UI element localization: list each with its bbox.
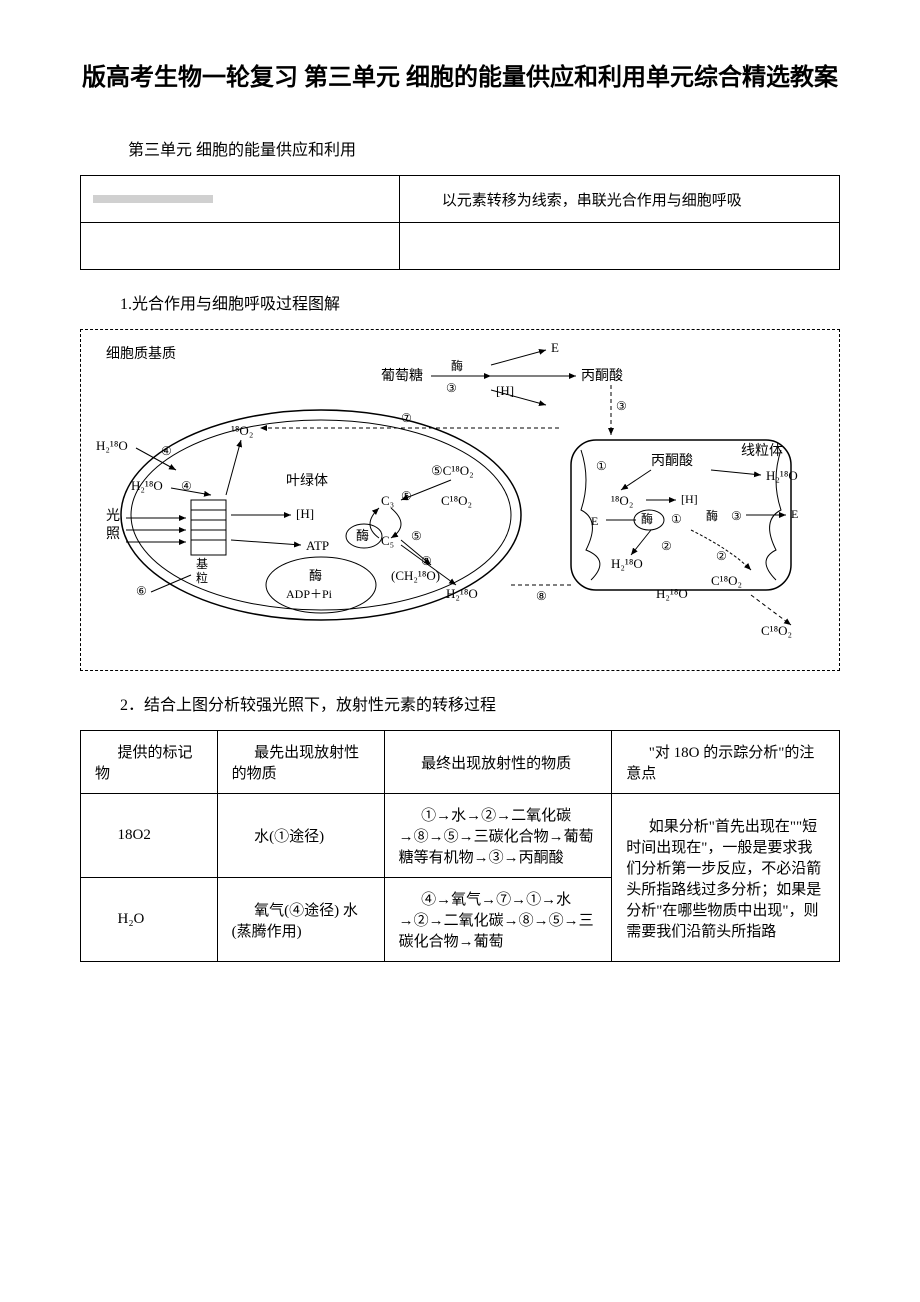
label-c5: C₅ (381, 533, 394, 548)
label-h218o-2: H₂¹⁸O (131, 478, 163, 493)
label-c18o2-mito: C¹⁸O₂ (711, 573, 742, 588)
tracer-table: 提供的标记物 最先出现放射性的物质 最终出现放射性的物质 "对 18O 的示踪分… (80, 730, 840, 962)
cell-2-2: 氧气(④途径) 水(蒸腾作用) (217, 878, 384, 962)
label-c2-mito2: ② (716, 549, 727, 563)
label-c3-right: ③ (616, 399, 627, 413)
intro-cell-1-1 (81, 176, 400, 223)
label-enzyme-mito2: 酶 (706, 508, 718, 523)
label-e-mito: E (591, 514, 598, 528)
label-c3-top: ③ (446, 381, 457, 395)
label-c1-mito2: ① (671, 512, 682, 526)
label-cytoplasm: 细胞质基质 (106, 345, 176, 362)
label-c7: ⑦ (401, 411, 412, 425)
cell-1-1: 18O2 (81, 794, 218, 878)
label-h218o-mito3: H₂¹⁸O (656, 586, 688, 601)
label-c6: ⑥ (136, 584, 147, 598)
label-h-mito: [H] (681, 492, 698, 506)
label-c3: C₃ (381, 493, 394, 508)
intro-cell-2-1 (81, 223, 400, 270)
paragraph-1: 1.光合作用与细胞呼吸过程图解 (80, 290, 840, 314)
label-glucose: 葡萄糖 (381, 368, 423, 384)
table-header-row: 提供的标记物 最先出现放射性的物质 最终出现放射性的物质 "对 18O 的示踪分… (81, 731, 840, 794)
header-3: 最终出现放射性的物质 (384, 731, 612, 794)
label-c18o2-2: C¹⁸O₂ (441, 493, 472, 508)
diagram-svg: 细胞质基质 葡萄糖 酶 ③ E [H] 丙酮酸 ③ H₂¹⁸O ④ H₂¹⁸O … (91, 340, 831, 640)
label-e-mito2: E (791, 507, 798, 521)
intro-table: 以元素转移为线索，串联光合作用与细胞呼吸 (80, 175, 840, 270)
label-pyruvate-mito: 丙酮酸 (651, 453, 693, 469)
label-ch218o: (CH₂¹⁸O) (391, 568, 440, 583)
table-row: 18O2 水(①途径) ①→水→②→二氧化碳→⑧→⑤→三碳化合物→葡萄糖等有机物… (81, 794, 840, 878)
label-c5-num2: ⑤ (411, 529, 422, 543)
label-grana2: 粒 (196, 570, 208, 585)
label-enzyme-mito: 酶 (641, 511, 653, 526)
label-mitochondria: 线粒体 (741, 443, 783, 459)
label-enzyme-top: 酶 (451, 358, 463, 373)
label-adp-pi: ADP＋Pi (286, 587, 333, 601)
label-h-top: [H] (496, 383, 514, 398)
grana-shape (191, 500, 226, 555)
cell-1-3: ①→水→②→二氧化碳→⑧→⑤→三碳化合物→葡萄糖等有机物→③→丙酮酸 (384, 794, 612, 878)
label-enzyme-chl: 酶 (356, 528, 369, 543)
cell-2-1: H₂O (81, 878, 218, 962)
label-18o2-mito: ¹⁸O₂ (611, 493, 633, 508)
label-c18o2-top: ⑤C¹⁸O₂ (431, 463, 474, 478)
subtitle: 第三单元 细胞的能量供应和利用 (80, 136, 840, 160)
header-4: "对 18O 的示踪分析"的注意点 (612, 731, 840, 794)
label-h218o-1: H₂¹⁸O (96, 438, 128, 453)
label-light: 光 (106, 508, 120, 524)
label-grana: 基 (196, 557, 208, 571)
label-c2-mito: ② (661, 539, 672, 553)
label-c4-1: ④ (161, 444, 172, 458)
label-c18o2-out: C¹⁸O₂ (761, 623, 792, 638)
intro-cell-1-2: 以元素转移为线索，串联光合作用与细胞呼吸 (399, 176, 839, 223)
gray-bar-icon (93, 195, 213, 203)
label-h218o-mito2: H₂¹⁸O (611, 556, 643, 571)
label-c1-mito: ① (596, 459, 607, 473)
header-2: 最先出现放射性的物质 (217, 731, 384, 794)
label-c3-mito: ③ (731, 509, 742, 523)
cell-diagram: 细胞质基质 葡萄糖 酶 ③ E [H] 丙酮酸 ③ H₂¹⁸O ④ H₂¹⁸O … (80, 329, 840, 671)
label-enzyme-bottom: 酶 (309, 568, 322, 583)
label-e-top: E (551, 340, 559, 355)
label-pyruvate-top: 丙酮酸 (581, 368, 623, 384)
label-chloroplast: 叶绿体 (286, 473, 328, 489)
header-1: 提供的标记物 (81, 731, 218, 794)
label-c8: ⑧ (536, 589, 547, 603)
label-h-chl: [H] (296, 506, 314, 521)
paragraph-2: 2．结合上图分析较强光照下，放射性元素的转移过程 (80, 691, 840, 715)
label-h218o-out: H₂¹⁸O (446, 586, 478, 601)
label-h218o-mito: H₂¹⁸O (766, 468, 798, 483)
cell-1-2: 水(①途径) (217, 794, 384, 878)
cell-note-merged: 如果分析"首先出现在""短时间出现在"，一般是要求我们分析第一步反应，不必沿箭头… (612, 794, 840, 962)
cell-2-3: ④→氧气→⑦→①→水→②→二氧化碳→⑧→⑤→三碳化合物→葡萄 (384, 878, 612, 962)
label-atp: ATP (306, 538, 329, 553)
label-18o2-chl: ¹⁸O₂ (231, 423, 253, 438)
label-light2: 照 (106, 527, 120, 542)
label-c5-num3: ⑤ (421, 554, 432, 568)
page-title: 版高考生物一轮复习 第三单元 细胞的能量供应和利用单元综合精选教案 (80, 60, 840, 96)
intro-cell-2-2 (399, 223, 839, 270)
